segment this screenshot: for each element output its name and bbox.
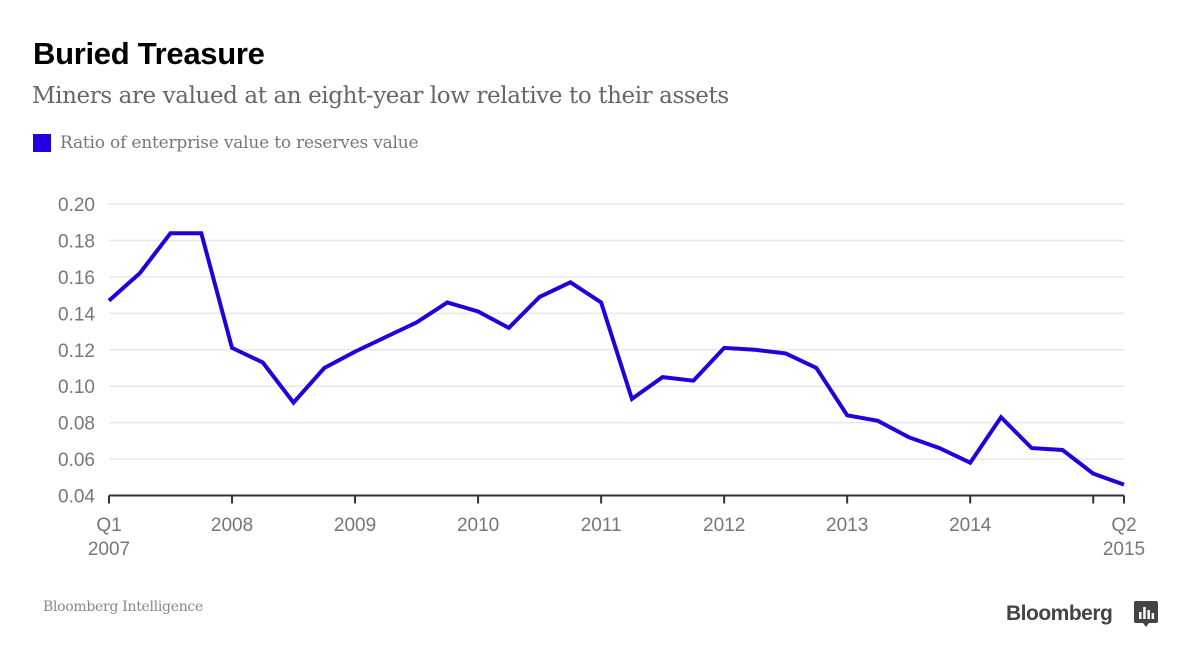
x-tick-label: 2014	[949, 515, 992, 536]
y-tick-label: 0.16	[58, 268, 95, 289]
x-axis: Q1 2007 2008 2009 2010 2011 2012 2013 2014 Q2 2015	[88, 494, 1145, 560]
gridlines	[109, 203, 1124, 460]
brand-logo: Bloomberg	[1006, 602, 1113, 625]
y-tick-label: 0.10	[58, 377, 95, 398]
y-tick-label: 0.12	[58, 341, 95, 362]
y-tick-label: 0.18	[58, 231, 95, 252]
series	[107, 231, 1125, 487]
series-line	[107, 231, 1125, 487]
x-tick-label: 2008	[211, 515, 253, 536]
legend: Ratio of enterprise value to reserves va…	[33, 133, 419, 153]
source-note: Bloomberg Intelligence	[43, 599, 203, 615]
y-tick-label: 0.08	[58, 414, 95, 435]
x-tick-label: Q1	[96, 515, 121, 536]
y-axis-ticks: 0.20 0.18 0.16 0.14 0.12 0.10 0.08 0.06 0.04	[58, 195, 95, 508]
y-tick-label: 0.04	[58, 487, 95, 508]
x-tick-label: 2012	[703, 515, 745, 536]
chart-subtitle: Miners are valued at an eight-year low r…	[32, 83, 729, 109]
chart-title: Buried Treasure	[33, 36, 265, 71]
x-tick-label-year: 2007	[88, 539, 130, 560]
legend-swatch	[33, 134, 51, 152]
legend-label: Ratio of enterprise value to reserves va…	[60, 133, 419, 153]
x-tick-label: 2009	[334, 515, 376, 536]
x-tick-label: 2010	[457, 515, 499, 536]
y-tick-label: 0.20	[58, 195, 95, 216]
y-tick-label: 0.06	[58, 450, 95, 471]
y-tick-label: 0.14	[58, 304, 95, 325]
x-tick-label-year: 2015	[1103, 539, 1145, 560]
x-tick-label: 2013	[826, 515, 868, 536]
x-tick-label: Q2	[1111, 515, 1136, 536]
x-tick-label: 2011	[581, 515, 622, 536]
bloomberg-chart-icon	[1134, 601, 1158, 627]
